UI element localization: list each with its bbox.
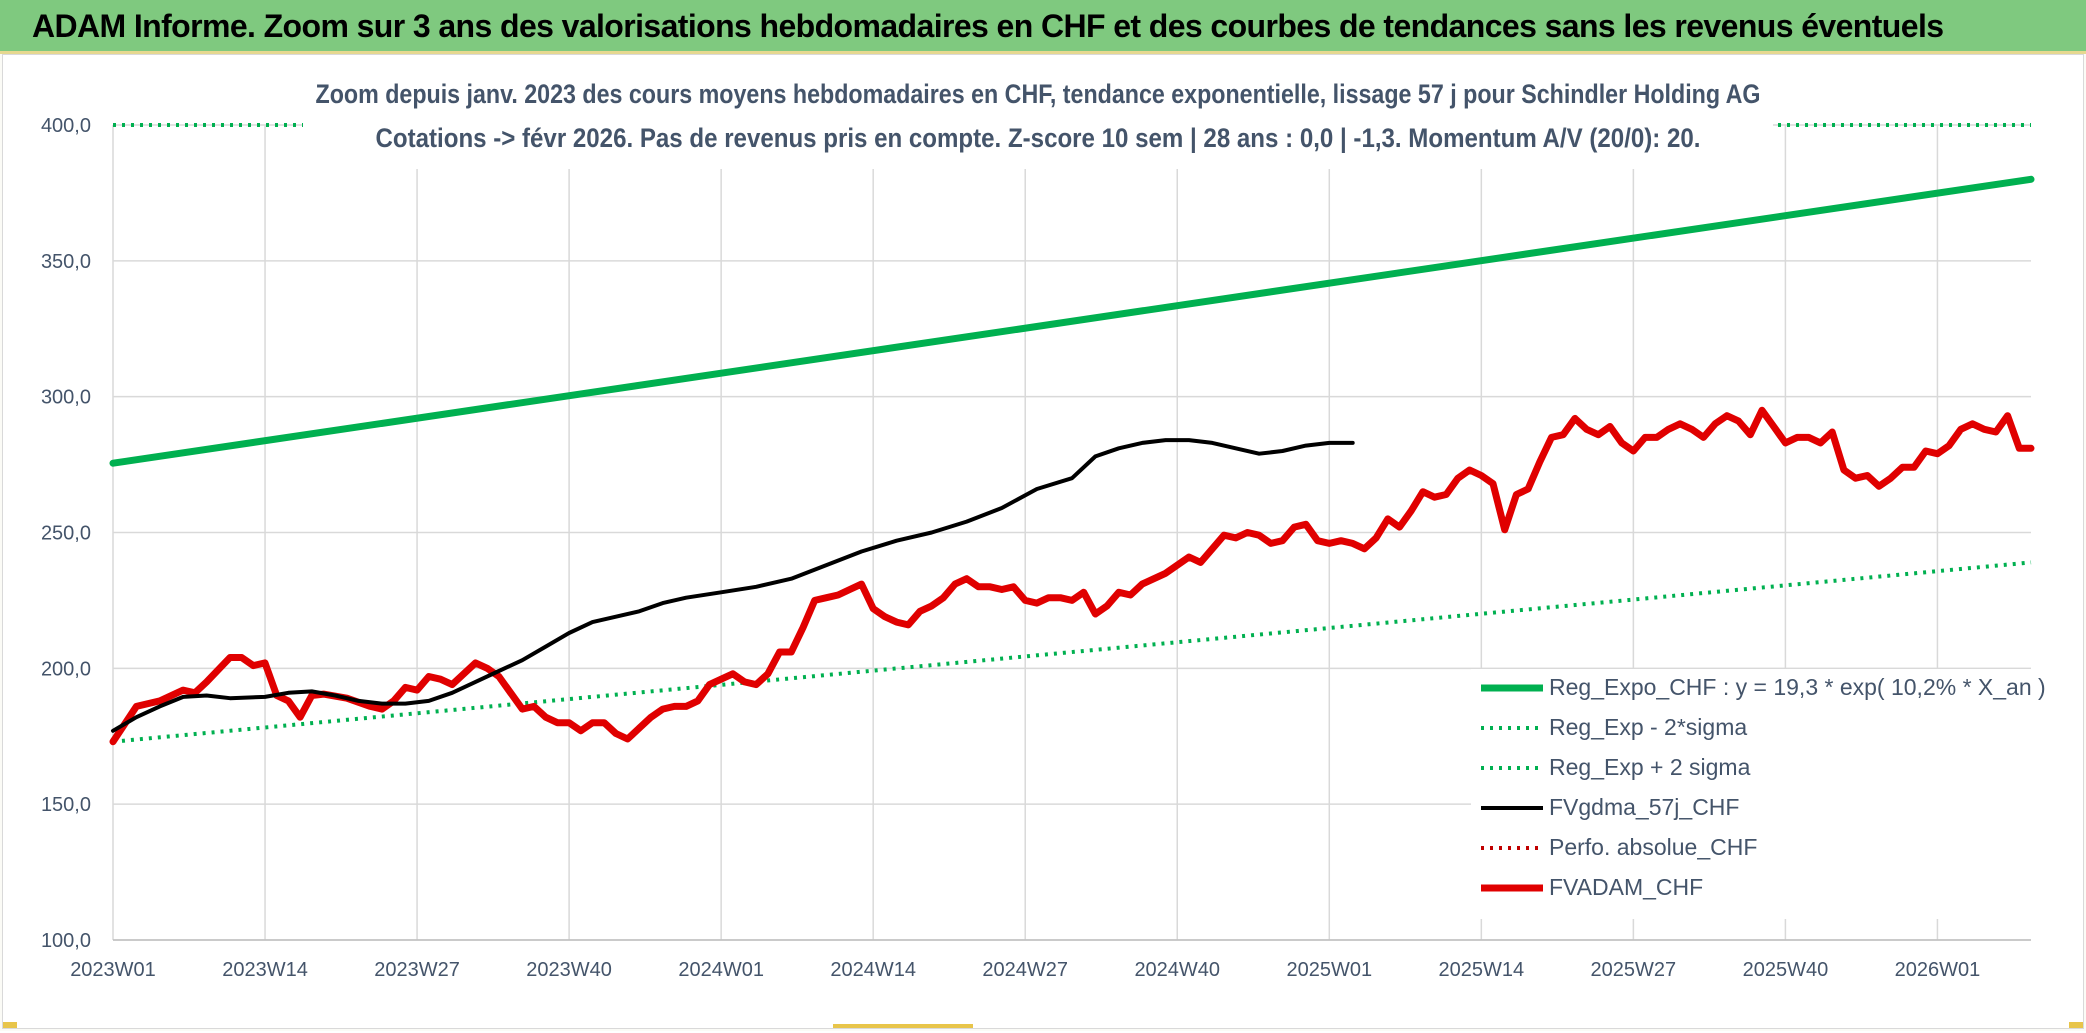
y-tick-label: 200,0 xyxy=(41,658,91,680)
y-tick-label: 150,0 xyxy=(41,794,91,816)
report-banner: ADAM Informe. Zoom sur 3 ans des valoris… xyxy=(0,0,2086,54)
x-tick-label: 2025W40 xyxy=(1743,959,1829,981)
legend-label: Perfo. absolue_CHF xyxy=(1549,834,1757,860)
x-tick-label: 2023W27 xyxy=(374,959,460,981)
chart-title-line1: Zoom depuis janv. 2023 des cours moyens … xyxy=(316,79,1761,109)
line-chart: 100,0 150,0 200,0 250,0 300,0 350,0 400,0 2023W… xyxy=(41,59,2046,981)
x-tick-label: 2024W40 xyxy=(1134,959,1220,981)
series-fvgdma-57j-chf xyxy=(111,438,1355,733)
x-tick-label: 2025W01 xyxy=(1286,959,1372,981)
corner-marker-bottom-left xyxy=(3,1022,17,1028)
chart-frame: 100,0 150,0 200,0 250,0 300,0 350,0 400,0 2023W… xyxy=(2,54,2084,1029)
y-tick-label: 400,0 xyxy=(41,115,91,137)
x-tick-label: 2023W01 xyxy=(70,959,156,981)
legend-background xyxy=(1471,669,2031,919)
series-reg-expo-chf xyxy=(109,175,2035,467)
series-fvadam-chf xyxy=(109,406,2035,746)
legend: Reg_Expo_CHF : y = 19,3 * exp( 10,2% * X… xyxy=(1471,669,2046,919)
legend-label: Reg_Exp + 2 sigma xyxy=(1549,754,1751,780)
legend-label: FVADAM_CHF xyxy=(1549,874,1703,900)
chart-title-line2: Cotations -> févr 2026. Pas de revenus p… xyxy=(376,123,1701,153)
x-tick-label: 2023W14 xyxy=(222,959,308,981)
x-tick-label: 2026W01 xyxy=(1895,959,1981,981)
corner-marker-bottom-right xyxy=(2069,1022,2083,1028)
x-tick-label: 2023W40 xyxy=(526,959,612,981)
legend-label: Reg_Exp - 2*sigma xyxy=(1549,714,1747,740)
axis-layer: 100,0 150,0 200,0 250,0 300,0 350,0 400,0 2023W… xyxy=(41,115,2031,981)
x-tick-label: 2024W27 xyxy=(982,959,1068,981)
legend-label: Reg_Expo_CHF : y = 19,3 * exp( 10,2% * X… xyxy=(1549,674,2046,700)
y-tick-label: 250,0 xyxy=(41,523,91,545)
y-tick-label: 300,0 xyxy=(41,387,91,409)
y-tick-label: 100,0 xyxy=(41,930,91,952)
report-title: ADAM Informe. Zoom sur 3 ans des valoris… xyxy=(32,8,1944,44)
series-layer xyxy=(109,123,2035,746)
corner-marker-bottom-center xyxy=(833,1024,973,1028)
x-tick-label: 2024W14 xyxy=(830,959,916,981)
series-reg-exp-2 xyxy=(112,560,2032,744)
x-tick-label: 2025W27 xyxy=(1591,959,1677,981)
legend-label: FVgdma_57j_CHF xyxy=(1549,794,1739,820)
title-backdrop xyxy=(303,59,1773,169)
y-tick-label: 350,0 xyxy=(41,251,91,273)
x-tick-label: 2025W14 xyxy=(1439,959,1525,981)
grid-layer xyxy=(112,124,2031,941)
x-tick-label: 2024W01 xyxy=(678,959,764,981)
